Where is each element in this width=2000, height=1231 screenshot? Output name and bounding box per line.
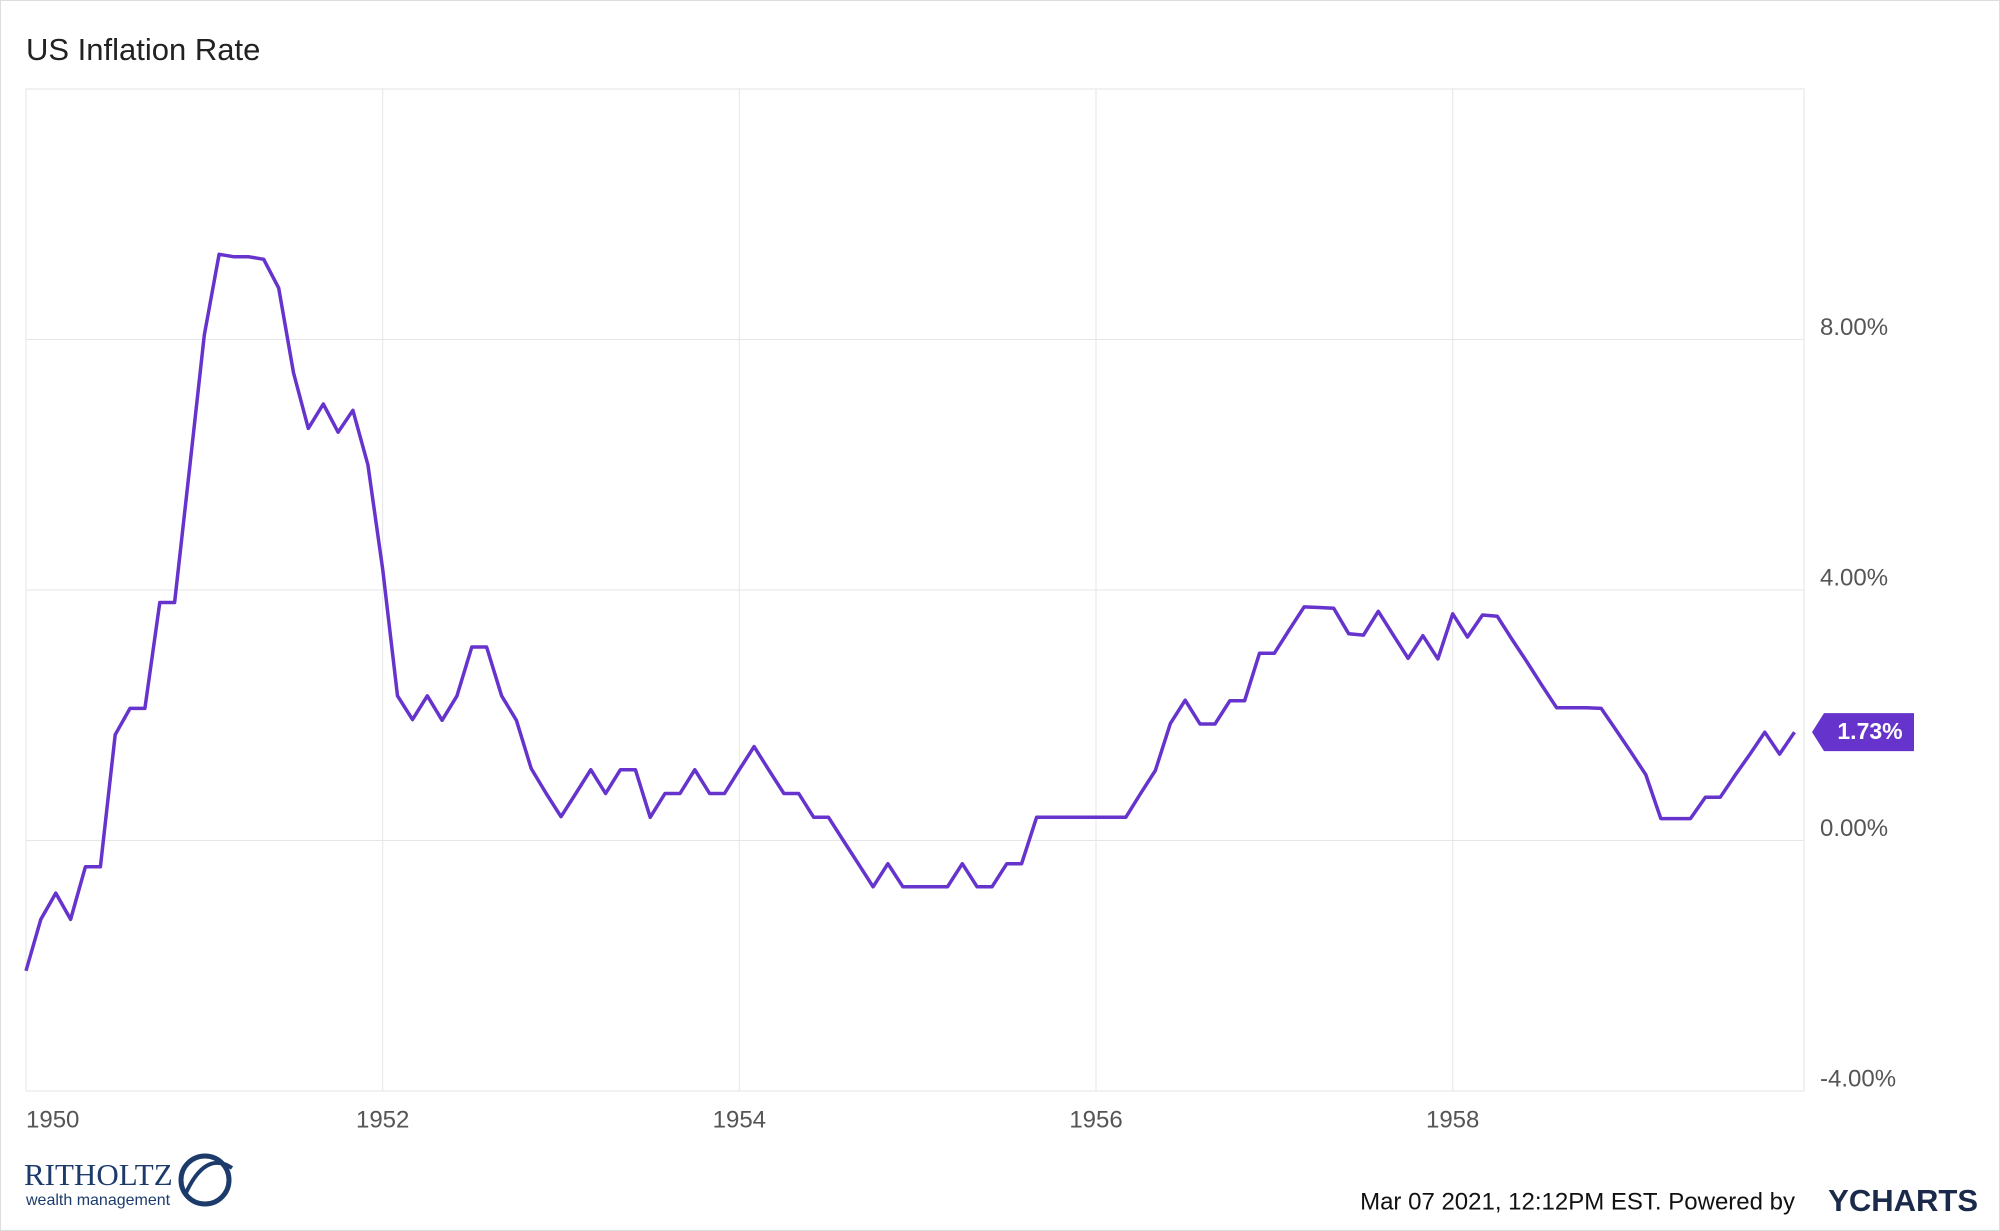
brand-sub: wealth management — [25, 1192, 171, 1209]
x-tick-label: 1954 — [713, 1106, 766, 1133]
timestamp: Mar 07 2021, 12:12PM EST. Powered by — [1360, 1188, 1795, 1215]
y-tick-label: 4.00% — [1820, 564, 1888, 591]
x-tick-label: 1952 — [356, 1106, 409, 1133]
logo-ring — [178, 1153, 232, 1207]
logo-swoosh — [183, 1161, 234, 1196]
value-label: 1.73% — [1837, 718, 1902, 744]
source-logo: YCHARTS — [1828, 1183, 1978, 1218]
brand-logo: RITHOLTZ wealth management — [24, 1153, 234, 1209]
y-tick-label: -4.00% — [1820, 1065, 1896, 1092]
x-tick-label: 1958 — [1426, 1106, 1479, 1133]
brand: RITHOLTZ — [24, 1157, 173, 1192]
y-tick-label: 0.00% — [1820, 815, 1888, 842]
series-line — [24, 252, 1796, 972]
x-tick-label: 1956 — [1069, 1106, 1122, 1133]
y-tick-label: 8.00% — [1820, 314, 1888, 341]
chart-title: US Inflation Rate — [26, 32, 260, 67]
x-tick-label: 1950 — [26, 1106, 79, 1133]
value-label-box — [1812, 713, 1914, 752]
